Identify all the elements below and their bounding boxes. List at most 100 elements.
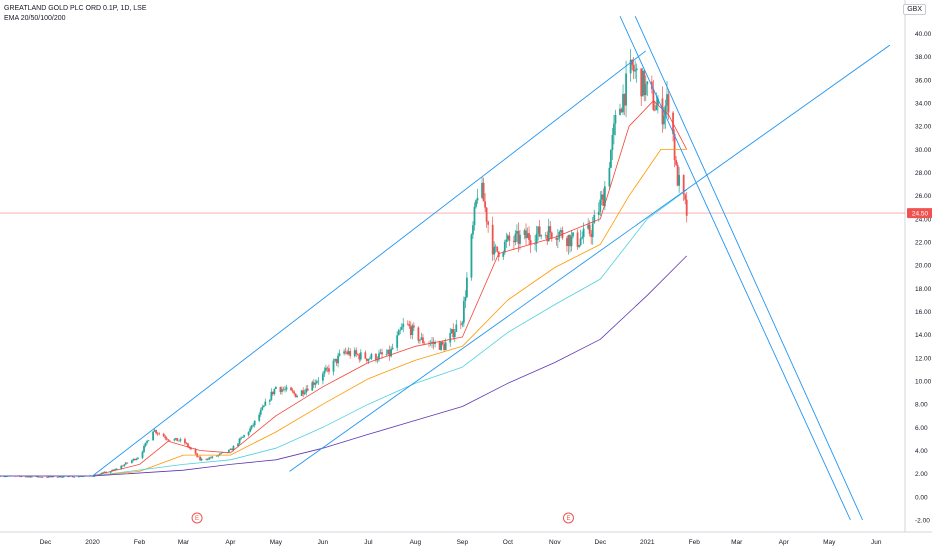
- candle-body: [229, 449, 232, 450]
- candle-body: [158, 433, 161, 435]
- candle-body: [303, 392, 306, 395]
- candle-body: [109, 471, 112, 473]
- candle-body: [321, 373, 324, 381]
- candle-body: [346, 352, 349, 354]
- candle-body: [544, 234, 547, 236]
- candle-body: [325, 367, 327, 371]
- candle-body: [550, 232, 553, 238]
- candle-body: [673, 133, 676, 160]
- candle-body: [343, 351, 346, 354]
- candle-body: [112, 469, 115, 471]
- candle-body: [682, 175, 685, 195]
- candle-body: [602, 194, 605, 206]
- candle-body: [364, 352, 367, 359]
- candle-body: [588, 224, 591, 234]
- candle-body: [569, 235, 571, 247]
- y-tick-label: 34.00: [915, 101, 932, 108]
- candle-body: [578, 245, 580, 247]
- x-tick-label: Dec: [40, 539, 52, 546]
- candle-body: [540, 235, 543, 237]
- y-tick-label: 2.00: [915, 471, 928, 478]
- candle-body: [290, 387, 292, 391]
- candle-body: [262, 405, 265, 408]
- candle-body: [567, 235, 570, 247]
- candle-body: [344, 351, 347, 353]
- candle-body: [167, 439, 170, 441]
- candle-body: [514, 233, 517, 243]
- candle-body: [73, 477, 76, 478]
- candle-body: [311, 382, 314, 391]
- candle-body: [391, 347, 394, 349]
- candle-body: [528, 233, 530, 240]
- y-tick-label: 32.00: [915, 124, 932, 131]
- candle-body: [400, 327, 403, 330]
- candle-body: [582, 228, 585, 238]
- candle-body: [402, 323, 405, 328]
- y-tick-label: 8.00: [915, 402, 928, 409]
- candle-body: [3, 476, 6, 478]
- candle-body: [406, 323, 409, 325]
- candle-body: [461, 322, 464, 325]
- candle-body: [250, 425, 253, 429]
- candle-body: [353, 350, 356, 356]
- candle-body: [123, 464, 126, 466]
- price-axis-bg: [905, 0, 932, 550]
- candle-body: [459, 324, 462, 326]
- candle-body: [58, 476, 61, 478]
- y-tick-label: 38.00: [915, 54, 932, 61]
- candle-body: [614, 114, 617, 124]
- candle-body: [184, 439, 186, 444]
- candle-body: [315, 381, 318, 384]
- candle-body: [326, 367, 329, 369]
- candle-body: [579, 238, 582, 246]
- candle-body: [452, 329, 455, 338]
- candle-body: [367, 359, 370, 361]
- candle-body: [593, 214, 596, 224]
- candle-body: [211, 456, 214, 458]
- candle-body: [587, 224, 590, 229]
- candle-body: [147, 440, 150, 442]
- candle-body: [35, 476, 38, 477]
- candle-body: [449, 332, 452, 343]
- candle-body: [526, 233, 529, 239]
- candle-body: [556, 237, 559, 240]
- candle-body: [49, 476, 51, 478]
- candle-body: [368, 358, 371, 360]
- candle-body: [494, 246, 497, 248]
- candle-body: [387, 349, 389, 355]
- candle-body: [623, 93, 626, 106]
- trendline-upper-channel: [92, 50, 647, 477]
- candle-body: [243, 435, 245, 437]
- candle-body: [240, 437, 242, 439]
- candle-body: [220, 452, 223, 454]
- candle-body: [328, 368, 330, 372]
- candle-body: [164, 436, 167, 439]
- candle-body: [332, 360, 335, 372]
- candle-body: [59, 476, 62, 478]
- candle-body: [444, 342, 447, 351]
- candle-body: [631, 59, 634, 65]
- candle-body: [608, 167, 611, 187]
- candle-body: [232, 446, 235, 451]
- candle-body: [555, 237, 558, 240]
- candle-body: [644, 84, 647, 96]
- candle-body: [237, 443, 239, 447]
- trendline-down-line-1: [619, 16, 851, 521]
- candle-body: [215, 455, 218, 457]
- candle-body: [153, 430, 156, 432]
- candle-body: [420, 337, 423, 340]
- candle-body: [152, 431, 155, 441]
- candle-body: [640, 68, 643, 97]
- candle-body: [41, 477, 44, 478]
- candle-body: [423, 342, 426, 344]
- trendline-down-line-2: [634, 16, 863, 521]
- candle-body: [238, 438, 241, 444]
- candle-body: [632, 64, 635, 72]
- y-tick-label: 20.00: [915, 263, 932, 270]
- currency-badge[interactable]: GBX: [903, 4, 926, 15]
- candle-body: [381, 352, 383, 355]
- candle-body: [27, 476, 30, 478]
- candle-body: [356, 353, 359, 355]
- candle-body: [294, 393, 297, 398]
- candle-body: [194, 449, 197, 454]
